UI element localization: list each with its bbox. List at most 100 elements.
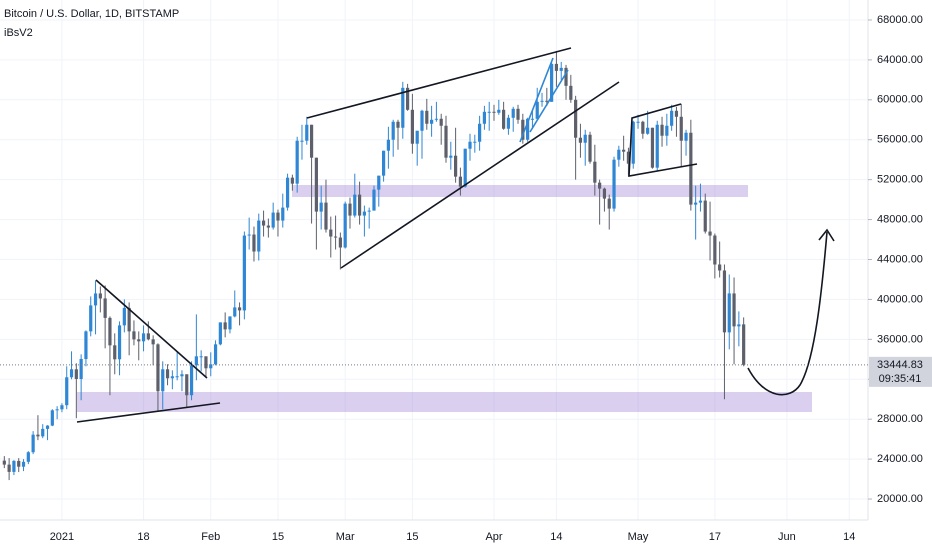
candle-body [410,109,414,144]
candle-body [660,124,664,136]
candle-body [574,99,578,138]
candle-body [204,356,208,369]
y-tick-label: 52000.00 [877,174,923,186]
candle-body [194,356,198,366]
candle-body [583,134,587,143]
x-tick-label: 14 [550,531,562,543]
candle-body [429,119,434,124]
y-tick-label: 24000.00 [877,453,923,465]
candle-body [180,374,184,377]
candle-body [199,356,203,358]
last-price-label: 33444.83 [877,359,923,371]
candle-body [674,110,679,117]
candle-body [381,150,386,176]
candle-body [497,109,501,113]
candle-body [7,464,11,472]
candle-body [439,118,443,126]
candle-body [713,235,717,265]
y-tick-label: 44000.00 [877,253,923,265]
candle-body [545,100,549,102]
candle-body [689,132,693,205]
candle-body [372,189,376,211]
x-tick-label: Feb [201,531,220,543]
candle-body [386,139,390,151]
x-tick-label: Apr [485,531,502,543]
candle-body [137,339,141,342]
candle-body [185,374,189,396]
candle-body [319,202,323,212]
candle-body [343,203,347,248]
candle-body [309,124,314,158]
candle-body [367,210,371,212]
candle-body [377,175,381,190]
candle-body [401,87,405,128]
candle-body [679,116,683,141]
candle-body [305,124,309,141]
candle-body [698,200,703,203]
candle-body [113,345,117,360]
last-price-box [869,356,932,387]
candle-body [329,229,333,237]
candle-body [213,344,218,365]
candle-body [338,237,342,248]
grid [0,0,868,520]
candle-body [540,100,544,102]
candle-body [55,409,59,411]
candle-body [237,307,242,311]
candle-body [165,369,170,379]
candle-body [362,211,366,216]
candle-body [708,231,712,236]
candle-body [271,212,275,228]
candle-body [449,155,453,158]
candle-body [17,460,21,467]
candle-body [228,316,232,330]
projection-arrow [747,231,828,396]
candle-body [559,67,563,71]
candle-body [257,220,261,252]
candle-body [650,127,655,168]
indicator-label: iBsV2 [4,27,33,39]
candle-body [233,307,237,317]
candle-body [156,344,160,392]
candle-body [684,132,688,141]
candle-body [506,117,511,129]
candle-body [670,110,674,126]
candle-body [434,118,439,120]
candle-body [36,434,40,437]
candle-body [718,264,722,271]
candle-body [516,108,520,120]
candle-body [444,125,448,158]
candle-body [117,325,122,360]
candle-body [50,410,54,426]
trend-line [306,47,572,119]
candle-body [242,235,246,311]
candle-body [189,365,194,396]
candle-body [122,307,126,326]
candle-body [631,121,635,164]
candle-body [626,151,631,164]
candle-body [93,293,98,306]
candle-body [550,63,554,102]
x-tick-label: 15 [406,531,418,543]
x-tick-label: 15 [272,531,284,543]
candle-body [161,369,165,392]
candle-body [218,322,222,345]
candle-body [295,140,299,184]
candle-body [281,207,285,221]
candle-body [348,203,352,216]
y-tick-label: 28000.00 [877,413,923,425]
arrow-head [818,228,835,242]
candle-body [146,333,150,340]
candle-body [420,110,424,131]
candle-body [593,161,597,183]
y-tick-label: 40000.00 [877,293,923,305]
candle-body [703,200,707,232]
candle-body [478,123,482,142]
candle-body [454,155,458,177]
candle-body [261,220,266,226]
trend-line [340,81,620,269]
candle-body [458,176,463,187]
candle-body [12,460,16,472]
